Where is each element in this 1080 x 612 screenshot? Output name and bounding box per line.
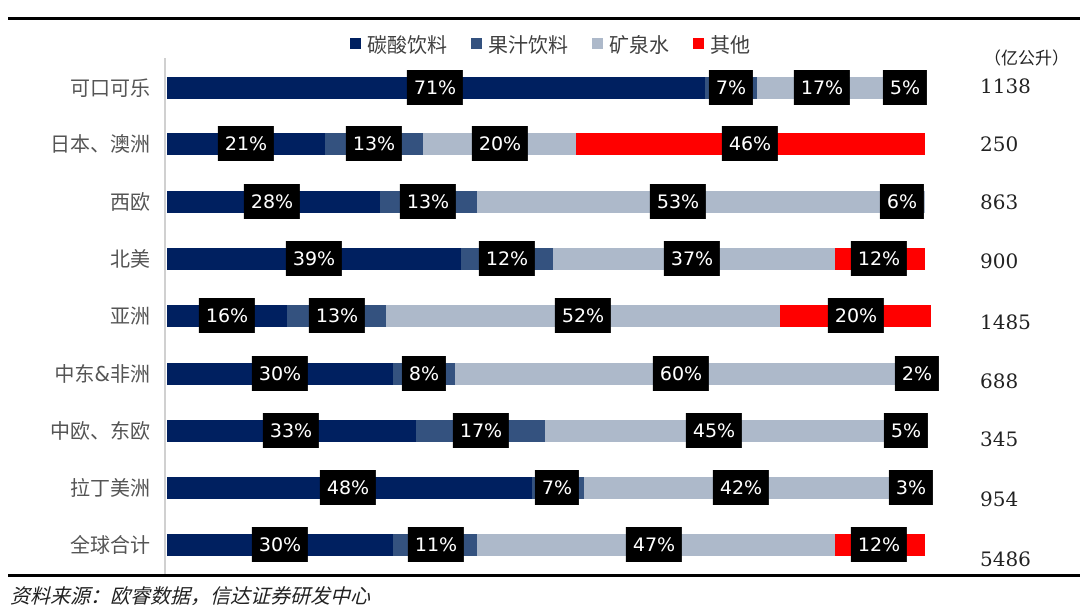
chart-legend: 碳酸饮料 果汁饮料 矿泉水 其他 <box>350 29 750 58</box>
data-label: 17% <box>452 413 510 448</box>
volume-total: 1138 <box>980 74 1031 98</box>
source-note: 资料来源：欧睿数据，信达证券研发中心 <box>10 584 370 608</box>
category-label: 西欧 <box>110 190 150 214</box>
stacked-bar: 33% 17% 45% 5% <box>0 413 1080 448</box>
data-label: 45% <box>685 413 743 448</box>
data-label: 12% <box>850 241 908 276</box>
category-label: 中东&非洲 <box>54 362 150 386</box>
volume-total: 1485 <box>980 310 1031 334</box>
category-label: 中欧、东欧 <box>50 419 150 443</box>
data-label: 17% <box>793 70 851 105</box>
legend-item-carbonated: 碳酸饮料 <box>350 29 447 58</box>
data-label: 52% <box>554 298 612 333</box>
legend-item-juice: 果汁饮料 <box>471 29 568 58</box>
volume-total: 863 <box>980 190 1019 214</box>
data-label: 71% <box>406 70 464 105</box>
stacked-bar: 16% 13% 52% 20% <box>0 298 1080 333</box>
volume-total: 345 <box>980 427 1019 451</box>
legend-label: 碳酸饮料 <box>367 32 447 57</box>
category-axis <box>164 58 166 574</box>
top-rule <box>8 17 1080 20</box>
volume-total: 5486 <box>980 547 1031 571</box>
category-label: 日本、澳洲 <box>50 132 150 156</box>
data-label: 33% <box>262 413 320 448</box>
data-label: 47% <box>625 527 683 562</box>
legend-swatch-carbonated <box>350 37 361 49</box>
data-label: 30% <box>251 527 309 562</box>
unit-label: （亿公升） <box>984 49 1069 69</box>
category-label: 可口可乐 <box>70 76 150 100</box>
data-label: 2% <box>894 356 940 391</box>
stacked-bar: 71% 7% 17% 5% <box>0 70 1080 105</box>
volume-total: 688 <box>980 369 1019 393</box>
legend-swatch-water <box>592 37 603 49</box>
data-label: 12% <box>478 241 536 276</box>
stacked-bar: 21% 13% 20% 46% <box>0 126 1080 161</box>
stacked-bar: 48% 7% 42% 3% <box>0 470 1080 505</box>
data-label: 5% <box>883 413 929 448</box>
data-label: 20% <box>827 298 885 333</box>
data-label: 46% <box>721 126 779 161</box>
data-label: 13% <box>308 298 366 333</box>
category-label: 全球合计 <box>70 533 150 557</box>
data-label: 39% <box>285 241 343 276</box>
volume-total: 954 <box>980 487 1019 511</box>
data-label: 20% <box>471 126 529 161</box>
data-label: 60% <box>652 356 710 391</box>
data-label: 8% <box>401 356 447 391</box>
category-label: 北美 <box>110 247 150 271</box>
data-label: 13% <box>345 126 403 161</box>
data-label: 3% <box>888 470 934 505</box>
data-label: 11% <box>407 527 465 562</box>
data-label: 7% <box>708 70 754 105</box>
data-label: 12% <box>850 527 908 562</box>
data-label: 37% <box>663 241 721 276</box>
legend-swatch-juice <box>471 37 482 49</box>
data-label: 42% <box>712 470 770 505</box>
data-label: 13% <box>399 184 457 219</box>
stacked-bar: 39% 12% 37% 12% <box>0 241 1080 276</box>
legend-label: 矿泉水 <box>609 32 669 57</box>
data-label: 53% <box>649 184 707 219</box>
stacked-bar: 28% 13% 53% 6% <box>0 184 1080 219</box>
volume-total: 250 <box>980 132 1019 156</box>
data-label: 30% <box>251 356 309 391</box>
legend-item-water: 矿泉水 <box>592 29 669 58</box>
category-label: 拉丁美洲 <box>70 476 150 500</box>
legend-label: 果汁饮料 <box>488 32 568 57</box>
category-label: 亚洲 <box>110 304 150 328</box>
data-label: 21% <box>217 126 275 161</box>
data-label: 48% <box>319 470 377 505</box>
data-label: 7% <box>534 470 580 505</box>
legend-swatch-other <box>693 37 704 49</box>
data-label: 28% <box>243 184 301 219</box>
bottom-rule <box>8 574 1080 577</box>
volume-total: 900 <box>980 249 1019 273</box>
stacked-bar: 30% 8% 60% 2% <box>0 356 1080 391</box>
stacked-bar: 30% 11% 47% 12% <box>0 527 1080 562</box>
data-label: 6% <box>879 184 925 219</box>
legend-item-other: 其他 <box>693 29 750 58</box>
legend-label: 其他 <box>710 32 750 57</box>
data-label: 16% <box>198 298 256 333</box>
data-label: 5% <box>882 70 928 105</box>
